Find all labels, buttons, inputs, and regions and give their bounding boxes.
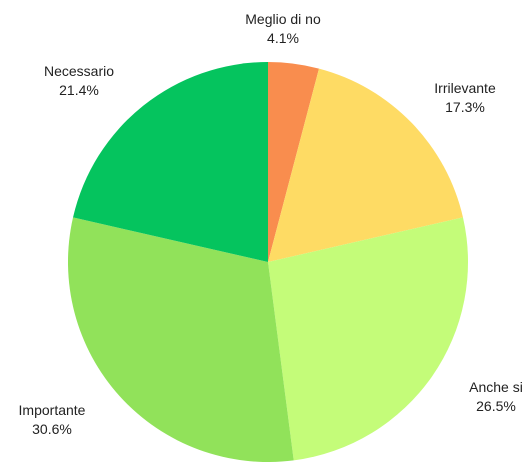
slice-label-value: 4.1%: [267, 30, 299, 46]
labels-layer: Meglio di no 4.1% Irrilevante 17.3% Anche si…: [19, 11, 523, 437]
slice-label-name: Irrilevante: [434, 80, 496, 96]
slices-layer: [67, 62, 469, 463]
slice-label-name: Importante: [19, 402, 86, 418]
slice-label-name: Meglio di no: [245, 11, 321, 27]
pie-slice-irrilevante: [268, 68, 463, 262]
slice-label-value: 21.4%: [59, 82, 99, 98]
slice-label-value: 26.5%: [476, 398, 516, 414]
slice-label-value: 30.6%: [32, 421, 72, 437]
slice-label-name: Necessario: [44, 63, 114, 79]
slice-label-value: 17.3%: [445, 99, 485, 115]
pie-slice-necessario: [73, 62, 268, 262]
pie-slice-importante: [67, 217, 294, 463]
pie-slice-meglio-di-no: [268, 62, 319, 262]
slice-label-name: Anche si: [469, 379, 523, 395]
pie-slice-anche-si: [268, 217, 469, 461]
